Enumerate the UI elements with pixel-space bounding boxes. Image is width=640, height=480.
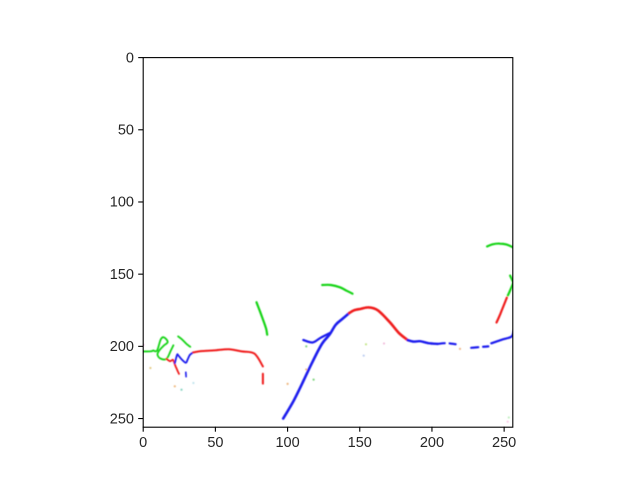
svg-text:200: 200 [110, 339, 134, 355]
svg-text:100: 100 [110, 195, 134, 211]
svg-text:50: 50 [118, 123, 134, 139]
svg-text:150: 150 [110, 267, 134, 283]
svg-text:150: 150 [348, 435, 372, 451]
svg-text:250: 250 [110, 411, 134, 427]
svg-text:0: 0 [139, 435, 147, 451]
svg-text:100: 100 [275, 435, 299, 451]
svg-text:200: 200 [420, 435, 444, 451]
svg-text:250: 250 [492, 435, 516, 451]
svg-text:0: 0 [126, 50, 134, 66]
svg-text:50: 50 [207, 435, 223, 451]
